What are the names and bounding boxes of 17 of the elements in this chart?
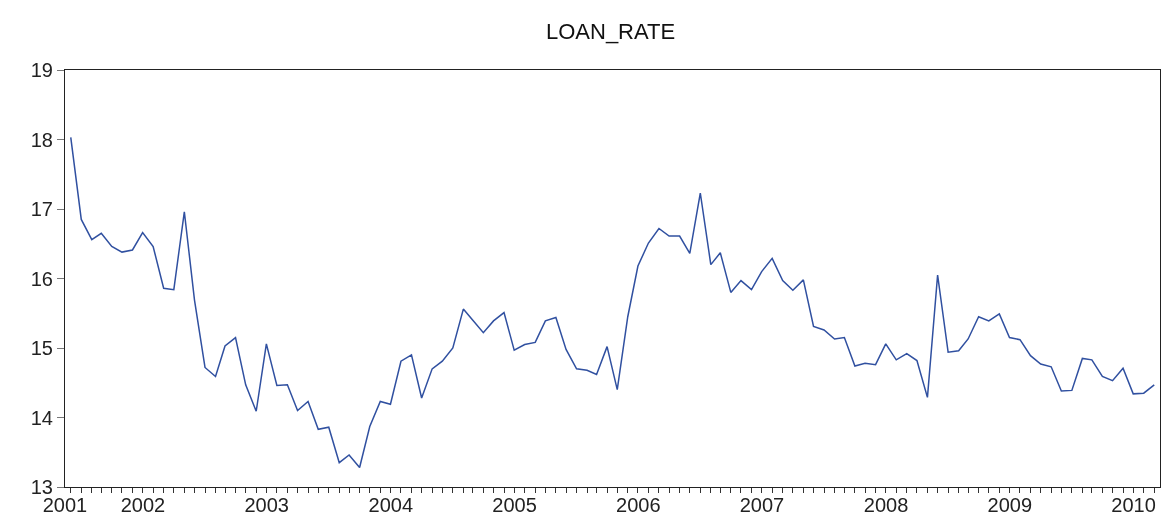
y-tick-label: 16 bbox=[30, 267, 53, 290]
x-tick-label: 2006 bbox=[616, 494, 661, 516]
x-tick-label: 2009 bbox=[987, 494, 1033, 516]
x-tick-label: 2007 bbox=[739, 494, 785, 516]
y-tick-label: 17 bbox=[30, 198, 53, 220]
x-tick-label: 2010 bbox=[1111, 494, 1156, 516]
x-tick-label: 2002 bbox=[120, 494, 166, 516]
y-tick-label: 19 bbox=[30, 59, 53, 81]
y-tick-label: 14 bbox=[30, 406, 53, 429]
x-tick-label: 2005 bbox=[492, 494, 537, 516]
x-tick-label: 2008 bbox=[863, 494, 909, 516]
x-tick-label: 2004 bbox=[368, 494, 414, 516]
y-tick-label: 18 bbox=[30, 128, 53, 151]
x-tick-label: 2003 bbox=[244, 494, 289, 516]
chart-title: LOAN_RATE bbox=[545, 18, 676, 44]
y-tick-label: 15 bbox=[30, 337, 53, 359]
line-series bbox=[70, 136, 1155, 469]
